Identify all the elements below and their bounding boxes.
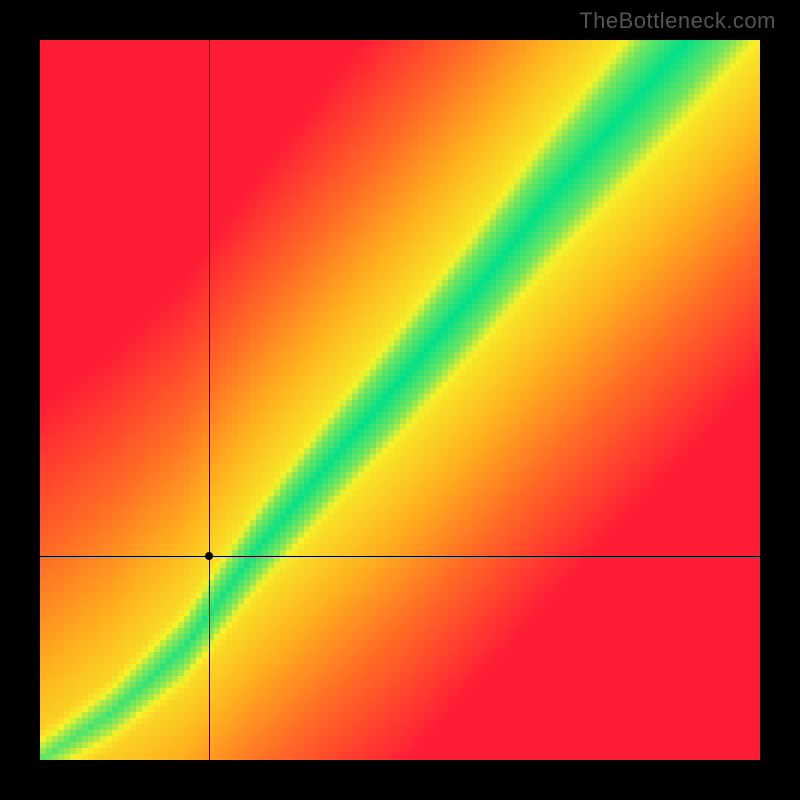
crosshair-horizontal bbox=[40, 556, 760, 557]
heatmap-plot bbox=[40, 40, 760, 760]
crosshair-vertical bbox=[209, 40, 210, 760]
heatmap-canvas bbox=[40, 40, 760, 760]
crosshair-marker bbox=[205, 552, 213, 560]
watermark-text: TheBottleneck.com bbox=[579, 8, 776, 34]
